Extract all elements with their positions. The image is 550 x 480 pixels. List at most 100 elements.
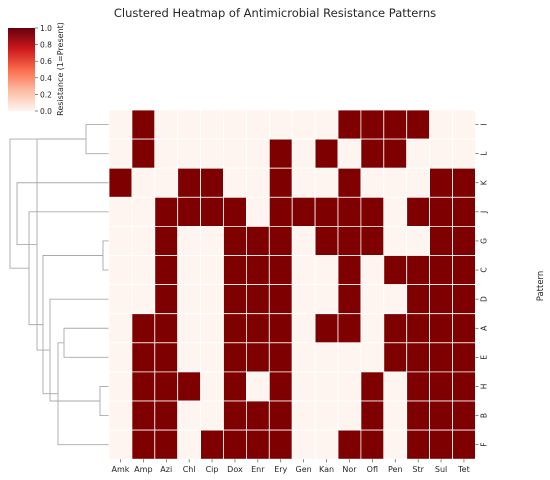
heatmap-cell — [429, 371, 453, 402]
dendrogram-branch — [49, 298, 109, 402]
heatmap-cell — [245, 284, 270, 315]
heatmap-cell — [337, 167, 362, 198]
heatmap-cell — [429, 284, 453, 315]
heatmap-cell — [383, 400, 408, 431]
heatmap-cell — [200, 400, 224, 431]
y-tick-label: H — [479, 384, 488, 390]
heatmap-cell — [383, 371, 408, 402]
heatmap-cell — [360, 371, 385, 402]
heatmap-cell — [131, 284, 156, 315]
y-axis-label: Pattern — [536, 271, 546, 302]
heatmap-cell — [429, 342, 453, 373]
heatmap-cell — [223, 371, 247, 402]
heatmap-cell — [452, 255, 476, 286]
heatmap-cell — [200, 167, 224, 198]
heatmap-cell — [223, 429, 247, 460]
y-tick-label: D — [479, 296, 488, 302]
heatmap-cell — [268, 167, 293, 198]
heatmap-cell — [131, 196, 156, 227]
x-tick-label: Ofl — [367, 465, 378, 474]
heatmap-cell — [223, 342, 247, 373]
x-tick-label: Sul — [435, 465, 447, 474]
heatmap-cell — [360, 196, 385, 227]
heatmap-cell — [223, 138, 247, 169]
heatmap-cell — [383, 284, 408, 315]
heatmap-cell — [245, 400, 270, 431]
heatmap-cell — [452, 138, 476, 169]
y-tick-label: B — [479, 413, 488, 418]
heatmap-cell — [108, 429, 133, 460]
dendrogram-branch — [36, 138, 86, 351]
heatmap-cell — [200, 225, 224, 256]
heatmap-cell — [406, 284, 431, 315]
dendrogram-branch — [28, 211, 109, 326]
x-tick-label: Nor — [342, 465, 357, 474]
heatmap-cell — [452, 429, 476, 460]
heatmap-cell — [177, 196, 201, 227]
heatmap-cell — [383, 255, 408, 286]
heatmap-cell — [177, 109, 201, 140]
heatmap-cell — [360, 109, 385, 140]
heatmap-cell — [314, 429, 339, 460]
y-tick-label: J — [479, 211, 488, 214]
heatmap-cell — [383, 196, 408, 227]
heatmap-cell — [337, 109, 362, 140]
heatmap-cell — [200, 196, 224, 227]
heatmap-cell — [360, 255, 385, 286]
x-tick-label: Str — [412, 465, 424, 474]
heatmap-cell — [223, 255, 247, 286]
heatmap-cell — [108, 138, 133, 169]
heatmap-cell — [131, 371, 156, 402]
heatmap-cell — [360, 313, 385, 344]
heatmap-cell — [314, 138, 339, 169]
heatmap-cell — [177, 167, 201, 198]
colorbar-tick-label: 0.0 — [40, 107, 52, 116]
heatmap-cell — [268, 342, 293, 373]
colorbar-label: Resistance (1=Present) — [56, 22, 65, 116]
heatmap-cell — [268, 429, 293, 460]
heatmap-cell — [223, 109, 247, 140]
heatmap-cell — [108, 313, 133, 344]
heatmap-cell — [291, 138, 316, 169]
heatmap-cell — [108, 167, 133, 198]
heatmap-cell — [177, 255, 201, 286]
heatmap-cell — [108, 371, 133, 402]
heatmap-cell — [360, 138, 385, 169]
heatmap-cell — [337, 138, 362, 169]
heatmap-cell — [314, 225, 339, 256]
heatmap-cell — [406, 371, 431, 402]
heatmap-cell — [360, 429, 385, 460]
colorbar-gradient — [8, 28, 35, 111]
heatmap-cell — [429, 400, 453, 431]
y-tick-label: I — [479, 123, 488, 125]
heatmap-cell — [154, 225, 179, 256]
heatmap-cell — [429, 167, 453, 198]
heatmap-cell — [245, 225, 270, 256]
heatmap-cell — [291, 225, 316, 256]
heatmap-cell — [108, 342, 133, 373]
heatmap-cell — [223, 400, 247, 431]
heatmap-cell — [337, 342, 362, 373]
dendrogram-branch — [57, 342, 109, 446]
heatmap-cell — [131, 138, 156, 169]
heatmap-cell — [314, 313, 339, 344]
colorbar-tick-label: 1.0 — [40, 24, 52, 33]
heatmap-cell — [406, 138, 431, 169]
x-tick-label: Azi — [160, 465, 172, 474]
heatmap-cell — [245, 138, 270, 169]
heatmap-cell — [108, 225, 133, 256]
heatmap-cell — [131, 313, 156, 344]
heatmap-cell — [383, 167, 408, 198]
heatmap-cell — [177, 313, 201, 344]
heatmap-cell — [360, 225, 385, 256]
heatmap-cell — [291, 109, 316, 140]
heatmap-cell — [154, 429, 179, 460]
heatmap-cell — [245, 371, 270, 402]
heatmap-cell — [291, 196, 316, 227]
heatmap-cell — [291, 313, 316, 344]
heatmap-cell — [268, 313, 293, 344]
heatmap-cell — [291, 255, 316, 286]
heatmap-cell — [268, 371, 293, 402]
y-tick-label: K — [479, 179, 488, 185]
dendrogram-branch — [99, 386, 109, 416]
